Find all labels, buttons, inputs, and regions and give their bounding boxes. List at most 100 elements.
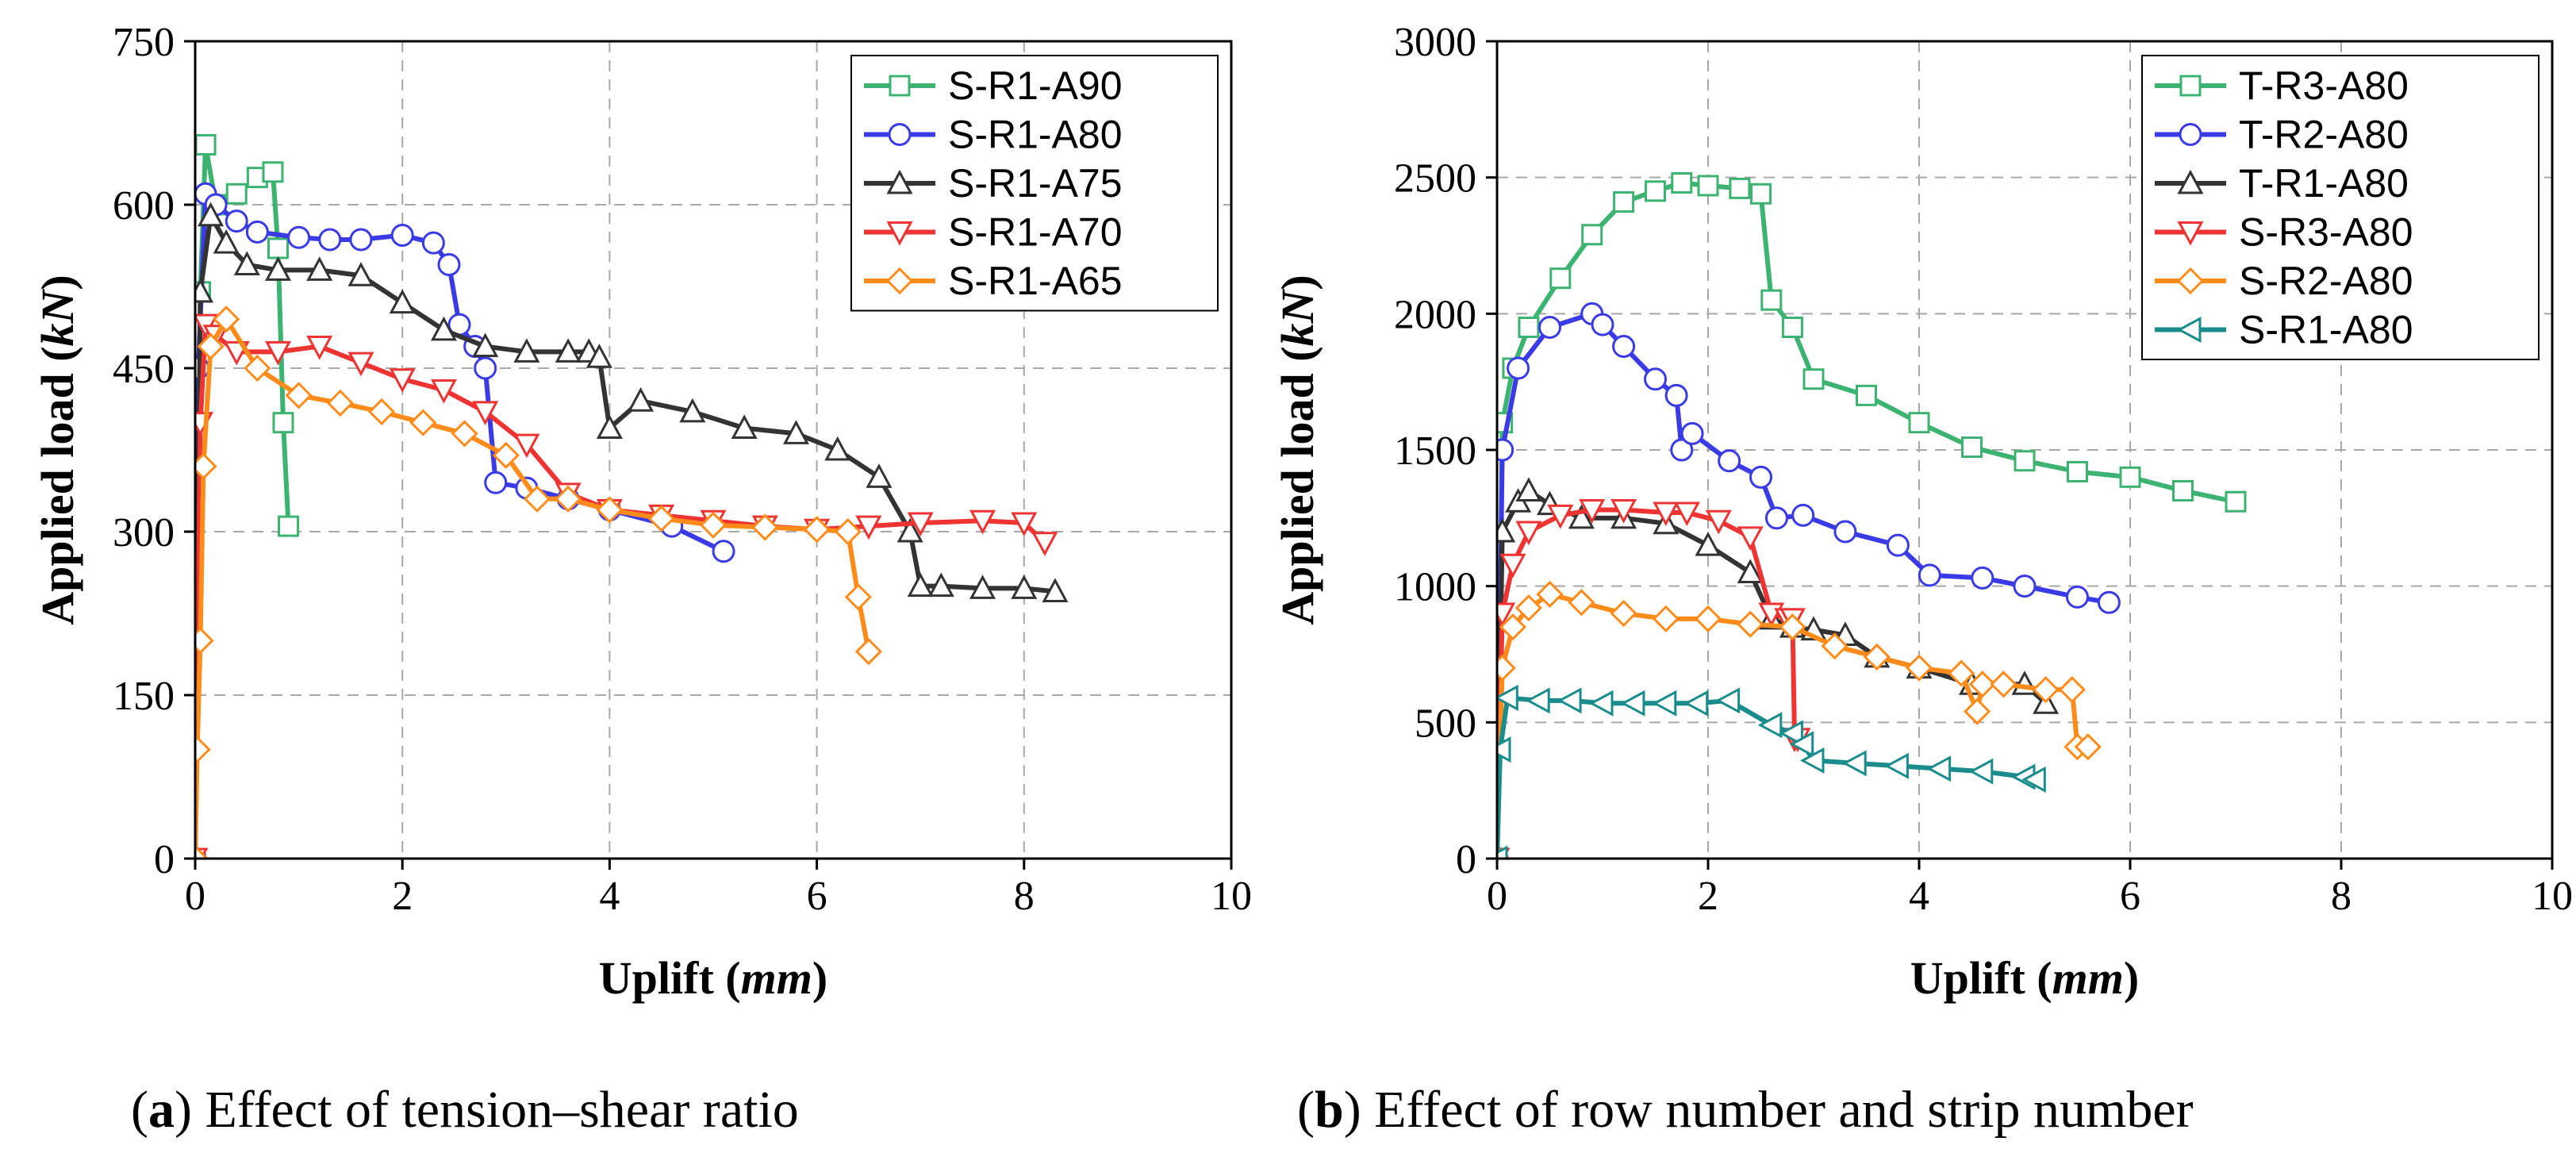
data-point bbox=[1515, 521, 1542, 546]
series-S-R1-A75 bbox=[195, 202, 1069, 859]
data-point bbox=[2172, 480, 2194, 501]
data-point bbox=[1497, 684, 1518, 711]
series-S-R2-A80 bbox=[1497, 580, 2102, 859]
caption-letter: a bbox=[148, 1081, 175, 1139]
data-point bbox=[824, 436, 851, 461]
legend-label: T-R2-A80 bbox=[2239, 113, 2409, 157]
y-tick-label: 2000 bbox=[1394, 292, 1476, 337]
data-point bbox=[1588, 690, 1614, 717]
x-tick-label: 10 bbox=[1211, 874, 1252, 919]
y-axis-label: Applied load (kN) bbox=[32, 275, 83, 625]
legend-label: T-R1-A80 bbox=[2239, 161, 2409, 206]
data-point bbox=[1964, 697, 1991, 725]
legend-marker bbox=[885, 267, 914, 295]
data-point bbox=[195, 736, 211, 763]
legend-marker bbox=[2179, 123, 2202, 146]
x-tick-label: 8 bbox=[1014, 874, 1035, 919]
legend-entry-S-R2-A80: S-R2-A80 bbox=[2155, 259, 2413, 303]
data-point bbox=[1613, 191, 1635, 213]
x-tick-label: 10 bbox=[2532, 874, 2573, 919]
data-point bbox=[195, 278, 214, 303]
x-tick-label: 2 bbox=[1698, 874, 1718, 919]
data-point bbox=[1497, 602, 1516, 628]
legend-label: S-R1-A90 bbox=[948, 63, 1123, 108]
legend-entry-S-R3-A80: S-R3-A80 bbox=[2155, 210, 2413, 255]
data-point bbox=[1497, 438, 1515, 462]
data-point bbox=[1961, 436, 1983, 459]
data-point bbox=[1789, 731, 1814, 758]
data-point bbox=[306, 256, 333, 281]
data-point bbox=[1737, 559, 1764, 583]
legend-box bbox=[850, 55, 1219, 312]
series-line bbox=[195, 213, 1056, 859]
data-point bbox=[1729, 177, 1751, 199]
data-point bbox=[1497, 517, 1516, 543]
data-point bbox=[1737, 526, 1764, 551]
legend-entry-T-R2-A80: T-R2-A80 bbox=[2155, 113, 2409, 157]
data-point bbox=[430, 379, 457, 404]
data-point bbox=[1886, 533, 1910, 557]
data-point bbox=[472, 332, 499, 358]
data-point bbox=[712, 540, 735, 563]
data-point bbox=[731, 414, 758, 440]
legend-label: S-R1-A80 bbox=[948, 113, 1123, 157]
data-point bbox=[596, 496, 624, 524]
y-axis-unit-prefix: k bbox=[32, 323, 83, 346]
data-point bbox=[267, 237, 289, 259]
data-point bbox=[1926, 755, 1952, 782]
data-point bbox=[1918, 563, 1941, 587]
data-point bbox=[1579, 499, 1606, 524]
x-tick-label: 4 bbox=[599, 874, 620, 919]
legend-marker bbox=[888, 123, 912, 146]
x-axis-unit: mm bbox=[741, 952, 812, 1004]
data-point bbox=[198, 202, 225, 227]
legend-entry-S-R1-A65: S-R1-A65 bbox=[864, 259, 1123, 303]
data-point bbox=[421, 231, 445, 255]
legend-label: T-R3-A80 bbox=[2239, 63, 2409, 108]
data-point bbox=[1610, 599, 1637, 628]
data-point bbox=[854, 637, 883, 666]
data-point bbox=[1645, 180, 1666, 202]
x-tick-label: 0 bbox=[185, 874, 205, 919]
data-point bbox=[1499, 553, 1526, 578]
data-point bbox=[969, 574, 996, 599]
data-point bbox=[555, 338, 582, 363]
legend: T-R3-A80 T-R2-A80T-R1-A80S-R3-A80S-R2-A80… bbox=[2141, 55, 2540, 360]
data-point bbox=[1673, 501, 1700, 527]
series-T-R3-A80 bbox=[1497, 172, 2247, 859]
data-point bbox=[1779, 613, 1806, 641]
legend-entry-S-R1-A80: S-R1-A80 bbox=[2155, 308, 2413, 352]
data-point bbox=[1591, 313, 1614, 336]
data-point bbox=[1515, 594, 1543, 622]
x-axis: 0 2 4 6 8 10 bbox=[1487, 859, 2573, 919]
data-point bbox=[628, 387, 655, 412]
x-axis-label: Uplift (mm) bbox=[599, 952, 827, 1004]
series-line bbox=[1497, 507, 1799, 859]
data-point bbox=[834, 517, 862, 546]
legend-label: S-R1-A75 bbox=[948, 161, 1123, 206]
series-line bbox=[1497, 591, 2088, 859]
data-point bbox=[390, 223, 414, 247]
data-point bbox=[1715, 687, 1741, 714]
y-tick-label: 450 bbox=[113, 347, 175, 392]
data-point bbox=[347, 262, 374, 286]
y-tick-label: 3000 bbox=[1394, 20, 1476, 65]
data-point bbox=[285, 382, 313, 409]
data-point bbox=[1799, 747, 1825, 774]
data-point bbox=[1497, 845, 1508, 859]
data-point bbox=[1499, 613, 1527, 641]
y-tick-label: 0 bbox=[1456, 837, 1476, 882]
data-point bbox=[2013, 574, 2037, 598]
data-point bbox=[2032, 676, 2060, 704]
legend-label: S-R1-A65 bbox=[948, 259, 1123, 303]
caption-text: Effect of tension–shear ratio bbox=[205, 1081, 798, 1139]
data-point bbox=[1536, 580, 1564, 609]
data-point bbox=[866, 463, 893, 488]
legend-entry-S-R1-A70: S-R1-A70 bbox=[864, 210, 1123, 255]
legend-marker bbox=[886, 221, 913, 246]
legend-marker bbox=[2176, 267, 2205, 295]
data-point bbox=[1697, 175, 1719, 197]
data-point bbox=[1884, 752, 1909, 779]
